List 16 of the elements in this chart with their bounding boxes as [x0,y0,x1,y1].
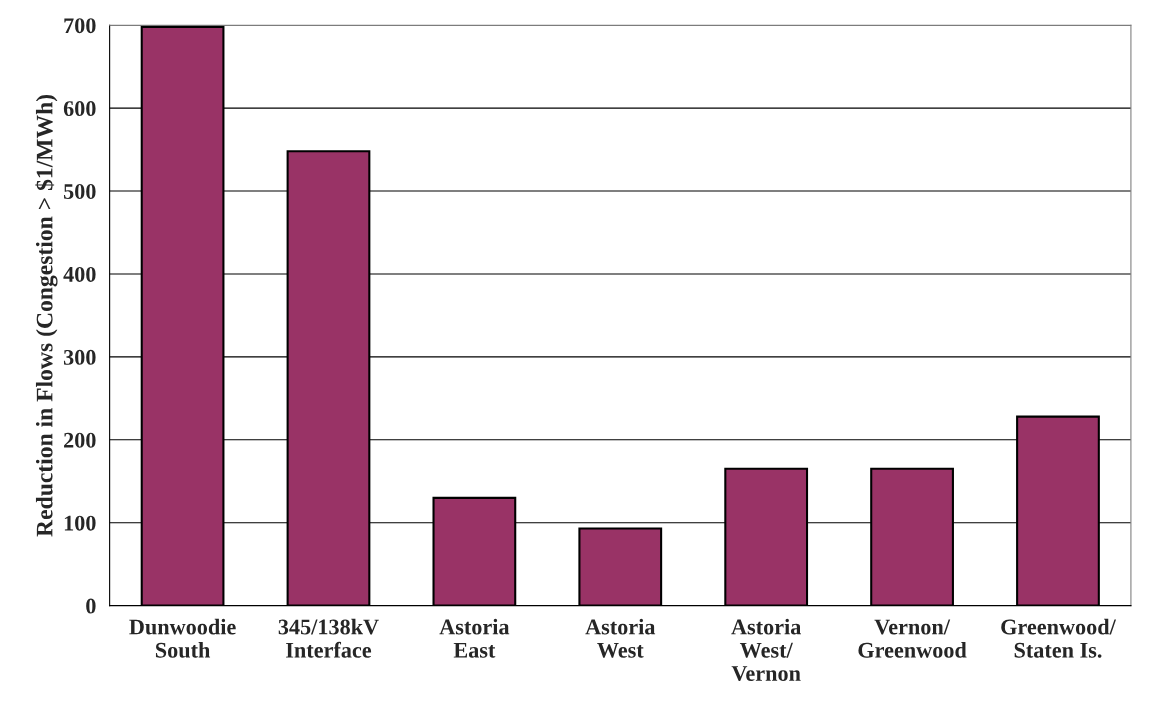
y-tick-label: 100 [64,515,96,531]
y-tick-label: 300 [63,349,96,365]
x-tick-label: 345/138kV Interface [278,618,379,658]
y-tick-label: 600 [63,101,96,117]
y-tick-label: 0 [86,598,96,614]
x-tick-label: Greenwood/ Staten Is. [1001,618,1117,658]
y-axis-title: Reduction in Flows (Congestion > $1/MWh) [35,94,58,537]
x-tick-label: Vernon/ Greenwood [858,619,967,658]
x-tick-label: Astoria East [439,618,510,658]
y-tick-label: 400 [63,266,96,282]
x-tick-label: Dunwoodie South [129,618,236,658]
y-tick-label: 700 [64,18,96,34]
y-tick-label: 500 [63,184,96,199]
x-tick-label: Astoria West/ Vernon [731,618,802,682]
y-tick-label: 200 [64,432,96,448]
x-tick-label: Astoria West [585,618,656,658]
